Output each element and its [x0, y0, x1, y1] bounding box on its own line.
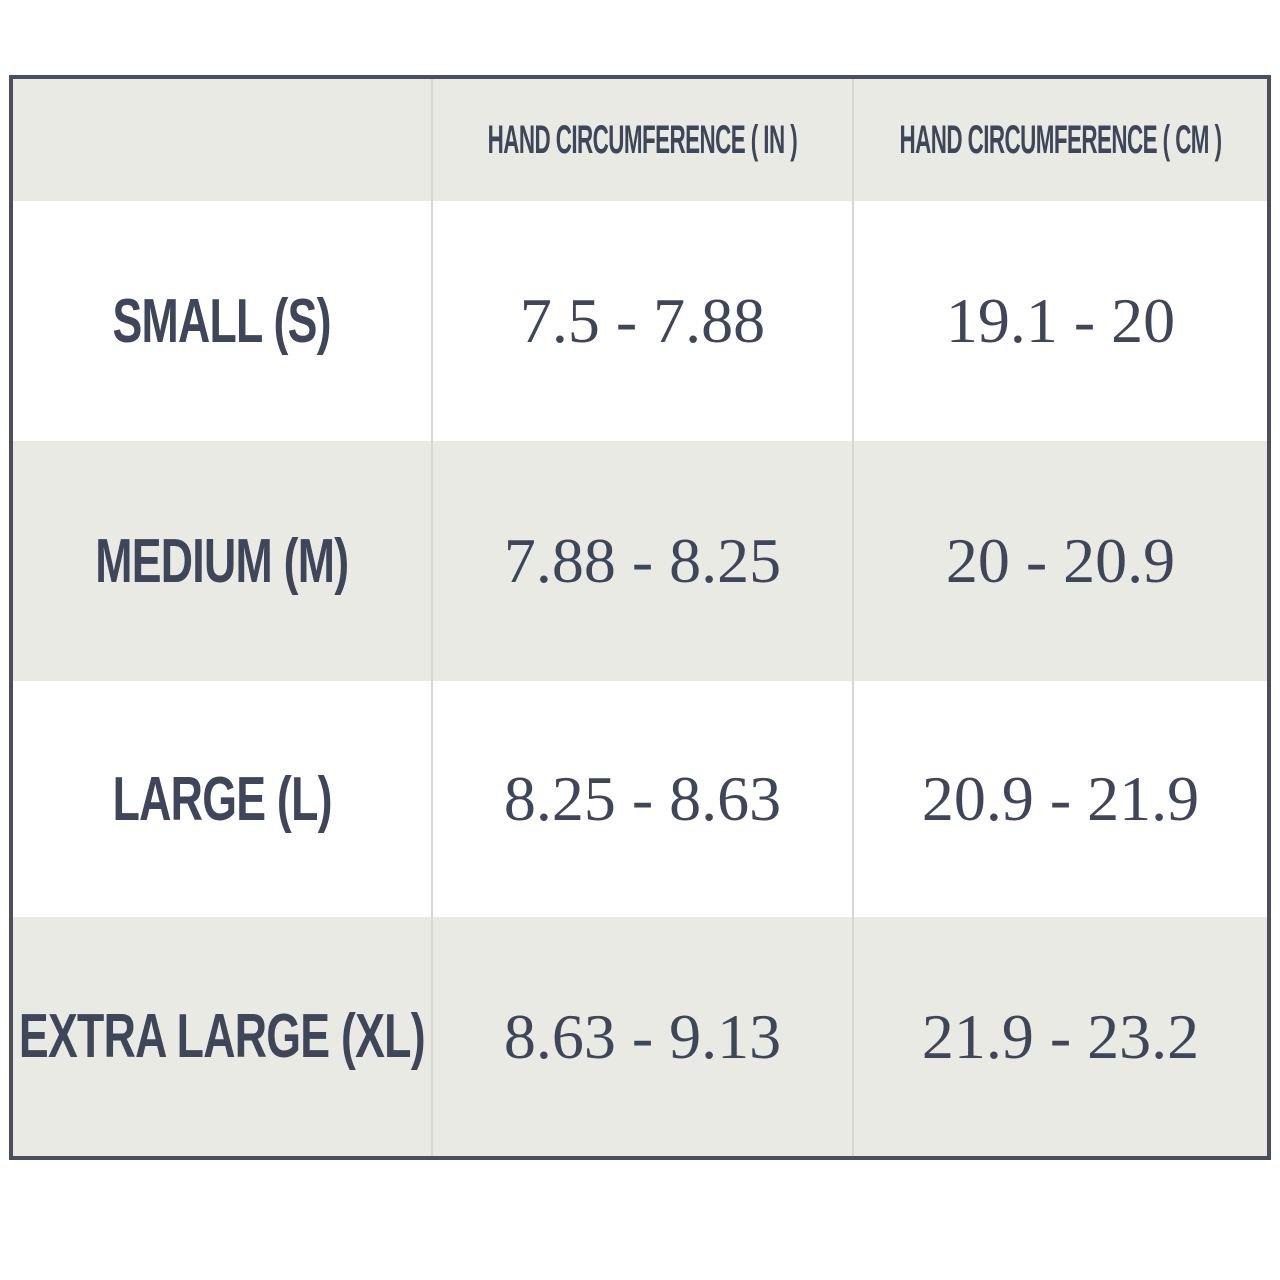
inches-value-medium: 7.88 - 8.25 [503, 525, 782, 596]
cm-value-medium: 20 - 20.9 [945, 525, 1176, 596]
header-cm-cell: HAND CIRCUMFERENCE ( CM ) [852, 79, 1267, 201]
row-small-cm-cell: 19.1 - 20 [852, 201, 1267, 441]
row-large-cm-cell: 20.9 - 21.9 [852, 681, 1267, 917]
header-corner-cell [13, 79, 431, 201]
row-xl-cm-cell: 21.9 - 23.2 [852, 917, 1267, 1156]
size-label-small: SMALL (S) [112, 286, 332, 356]
header-cm-label: HAND CIRCUMFERENCE ( CM ) [899, 117, 1223, 162]
row-medium-size-cell: MEDIUM (M) [13, 441, 431, 681]
inches-value-large: 8.25 - 8.63 [503, 763, 782, 834]
row-large-size-cell: LARGE (L) [13, 681, 431, 917]
header-inches-cell: HAND CIRCUMFERENCE ( IN ) [431, 79, 852, 201]
size-label-extra-large: EXTRA LARGE (XL) [19, 1002, 426, 1071]
inches-value-small: 7.5 - 7.88 [519, 285, 766, 356]
row-small-inches-cell: 7.5 - 7.88 [431, 201, 852, 441]
row-small-size-cell: SMALL (S) [13, 201, 431, 441]
row-medium-cm-cell: 20 - 20.9 [852, 441, 1267, 681]
cm-value-small: 19.1 - 20 [945, 285, 1176, 356]
row-medium-inches-cell: 7.88 - 8.25 [431, 441, 852, 681]
row-large-inches-cell: 8.25 - 8.63 [431, 681, 852, 917]
size-chart-table: HAND CIRCUMFERENCE ( IN ) HAND CIRCUMFER… [9, 75, 1271, 1160]
header-inches-label: HAND CIRCUMFERENCE ( IN ) [487, 117, 798, 162]
cm-value-extra-large: 21.9 - 23.2 [921, 1000, 1200, 1072]
row-xl-size-cell: EXTRA LARGE (XL) [13, 917, 431, 1156]
row-xl-inches-cell: 8.63 - 9.13 [431, 917, 852, 1156]
size-label-large: LARGE (L) [112, 764, 332, 834]
inches-value-extra-large: 8.63 - 9.13 [503, 1000, 782, 1072]
cm-value-large: 20.9 - 21.9 [921, 763, 1200, 834]
size-label-medium: MEDIUM (M) [95, 526, 349, 596]
